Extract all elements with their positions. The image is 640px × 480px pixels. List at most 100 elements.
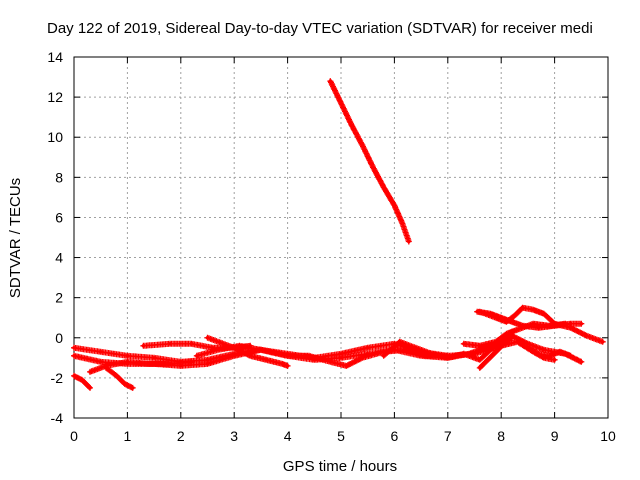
y-tick-label: 6 (55, 209, 63, 225)
x-axis-label: GPS time / hours (283, 458, 397, 475)
data-point (130, 386, 135, 390)
data-point (98, 350, 103, 354)
data-point (568, 325, 573, 330)
data-point (285, 364, 290, 368)
series-arc-9 (87, 358, 195, 375)
data-point (531, 321, 536, 326)
data-point (328, 79, 333, 83)
data-point (478, 309, 482, 314)
data-point (152, 356, 156, 360)
data-point (486, 358, 490, 362)
data-point (232, 346, 236, 350)
data-point (504, 319, 509, 324)
y-tick-label: -2 (51, 370, 64, 386)
data-point (72, 354, 76, 358)
data-point (122, 382, 127, 386)
data-point (526, 341, 530, 346)
x-axis-ticks: 0 1 2 3 4 5 6 7 8 9 10 (70, 57, 616, 444)
data-point (280, 362, 285, 366)
data-point (205, 362, 210, 366)
data-point (579, 360, 584, 364)
data-point (371, 165, 375, 170)
data-point (446, 356, 450, 360)
data-point (494, 339, 498, 344)
x-tick-label: 8 (497, 428, 505, 444)
data-point (307, 354, 311, 358)
data-point (72, 346, 76, 350)
x-tick-label: 9 (551, 428, 559, 444)
data-point (478, 366, 482, 370)
data-point (360, 356, 365, 360)
data-point (349, 123, 354, 127)
data-point (403, 348, 407, 352)
data-point (205, 335, 210, 340)
data-point (407, 239, 411, 244)
data-point (259, 348, 263, 352)
x-tick-label: 7 (444, 428, 452, 444)
data-point (494, 315, 498, 320)
data-point (400, 221, 405, 226)
y-tick-label: 0 (55, 330, 63, 346)
data-point (536, 352, 541, 356)
data-point (339, 101, 343, 105)
y-tick-label: -4 (51, 410, 64, 426)
data-point (189, 341, 194, 346)
data-point (114, 374, 119, 378)
y-tick-label: 14 (47, 49, 63, 65)
data-point (168, 341, 172, 346)
data-point (429, 352, 434, 356)
data-point (462, 341, 466, 346)
series-arc-2 (71, 372, 93, 391)
data-point (339, 356, 343, 360)
y-tick-label: 8 (55, 169, 63, 185)
data-point (195, 354, 199, 358)
x-tick-label: 4 (284, 428, 292, 444)
data-point (502, 341, 506, 346)
data-point (264, 358, 269, 362)
x-tick-label: 1 (124, 428, 132, 444)
data-point (146, 362, 151, 366)
data-point (392, 203, 397, 208)
data-point (531, 307, 536, 312)
data-point (478, 358, 482, 362)
data-point (381, 354, 386, 358)
data-point (504, 331, 509, 336)
series-arc-13 (476, 334, 515, 371)
data-point (488, 348, 493, 352)
x-tick-label: 10 (600, 428, 616, 444)
data-point (515, 327, 520, 332)
series-arc-1 (327, 78, 412, 245)
data-point (600, 339, 605, 344)
data-point (552, 358, 557, 362)
data-point (547, 354, 552, 358)
data-point (189, 360, 194, 364)
x-tick-label: 3 (230, 428, 238, 444)
data-point (104, 364, 108, 368)
data-point (520, 305, 525, 310)
data-point (547, 323, 552, 328)
data-point (512, 313, 517, 318)
y-tick-label: 12 (47, 89, 63, 105)
data-point (168, 362, 172, 366)
data-point (542, 311, 546, 316)
data-point (232, 354, 236, 358)
data-point (579, 321, 584, 326)
data-point (88, 386, 92, 390)
data-point (563, 321, 568, 326)
data-point (328, 360, 333, 364)
series-arc-14 (460, 320, 569, 349)
y-tick-label: 4 (55, 250, 63, 266)
data-point (98, 360, 103, 364)
series-arc-10 (380, 328, 515, 363)
data-point (568, 354, 573, 358)
series-arc-15 (524, 344, 574, 359)
data-point (80, 378, 84, 382)
data-point (526, 346, 530, 350)
data-point (339, 352, 343, 356)
data-point (216, 348, 220, 352)
x-tick-label: 0 (70, 428, 78, 444)
data-point (462, 352, 466, 356)
data-point (141, 344, 146, 348)
data-point (494, 350, 498, 354)
